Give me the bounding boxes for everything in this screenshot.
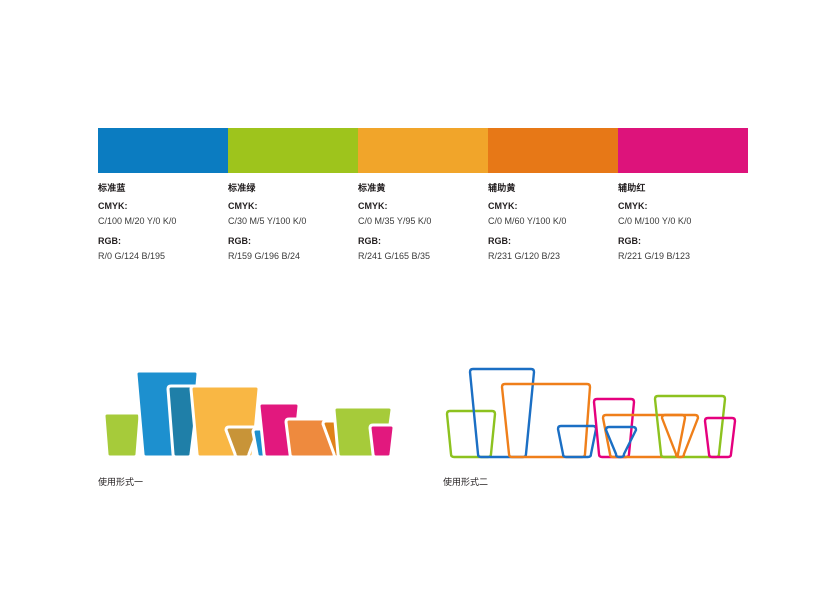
color-chip-auxiliary-yellow	[488, 128, 618, 173]
usage-form-one-caption: 使用形式一	[98, 477, 144, 487]
color-chip-standard-yellow	[358, 128, 488, 173]
rgb-value-3: R/231 G/120 B/23	[488, 251, 561, 261]
cmyk-value-3: C/0 M/60 Y/100 K/0	[488, 216, 567, 226]
cmyk-label-0: CMYK:	[98, 201, 128, 211]
cmyk-value-2: C/0 M/35 Y/95 K/0	[358, 216, 432, 226]
color-chip-auxiliary-red	[618, 128, 748, 173]
color-palette-section: 标准蓝 CMYK: C/100 M/20 Y/0 K/0 RGB: R/0 G/…	[0, 0, 838, 280]
swatch-name-0: 标准蓝	[98, 183, 126, 193]
cmyk-label-1: CMYK:	[228, 201, 258, 211]
outline-cup-blue-tiny	[604, 425, 638, 459]
cmyk-label-3: CMYK:	[488, 201, 518, 211]
outline-cup-pink-small	[703, 416, 737, 459]
rgb-value-2: R/241 G/165 B/35	[358, 251, 431, 261]
cup-pink-2	[368, 423, 393, 459]
cup-green-1	[102, 411, 142, 459]
usage-form-one-block: 使用形式一	[98, 360, 393, 489]
outline-cup-orange-tri	[660, 413, 700, 459]
rgb-value-1: R/159 G/196 B/24	[228, 251, 301, 261]
outline-cup-green-big	[653, 394, 727, 459]
cmyk-value-0: C/100 M/20 Y/0 K/0	[98, 216, 177, 226]
rgb-value-4: R/221 G/19 B/123	[618, 251, 691, 261]
cmyk-value-1: C/30 M/5 Y/100 K/0	[228, 216, 307, 226]
rgb-label-2: RGB:	[358, 236, 381, 246]
rgb-label-1: RGB:	[228, 236, 251, 246]
outline-cup-orange-wide	[601, 413, 687, 459]
usage-form-two-caption: 使用形式二	[443, 477, 489, 487]
outline-cup-blue-small	[556, 424, 598, 459]
swatch-card-3: 辅助黄 CMYK: C/0 M/60 Y/100 K/0 RGB: R/231 …	[488, 128, 618, 264]
outline-cup-orange-big	[500, 382, 592, 459]
cmyk-value-4: C/0 M/100 Y/0 K/0	[618, 216, 692, 226]
rgb-value-0: R/0 G/124 B/195	[98, 251, 166, 261]
swatch-name-4: 辅助红	[618, 183, 646, 193]
color-chip-standard-green	[228, 128, 358, 173]
swatch-card-4: 辅助红 CMYK: C/0 M/100 Y/0 K/0 RGB: R/221 G…	[618, 128, 748, 264]
rgb-label-4: RGB:	[618, 236, 641, 246]
swatch-name-3: 辅助黄	[488, 183, 516, 193]
rgb-label-0: RGB:	[98, 236, 121, 246]
outline-cup-blue-tall	[468, 367, 536, 459]
color-chip-standard-blue	[98, 128, 228, 173]
cmyk-label-2: CMYK:	[358, 201, 388, 211]
swatch-card-2: 标准黄 CMYK: C/0 M/35 Y/95 K/0 RGB: R/241 G…	[358, 128, 488, 264]
usage-form-two-illustration	[445, 367, 737, 459]
usage-forms-section: 使用形式一	[0, 360, 838, 520]
cmyk-label-4: CMYK:	[618, 201, 648, 211]
usage-form-one-illustration	[102, 369, 393, 459]
usage-form-two-block: 使用形式二	[443, 360, 738, 489]
swatch-name-1: 标准绿	[228, 183, 256, 193]
swatch-card-1: 标准绿 CMYK: C/30 M/5 Y/100 K/0 RGB: R/159 …	[228, 128, 358, 264]
rgb-label-3: RGB:	[488, 236, 511, 246]
outline-cup-green-1	[445, 409, 497, 459]
swatch-name-2: 标准黄	[358, 183, 386, 193]
outline-cup-pink-tall	[592, 397, 636, 459]
swatch-card-0: 标准蓝 CMYK: C/100 M/20 Y/0 K/0 RGB: R/0 G/…	[98, 128, 228, 264]
cup-yellow-dark	[224, 425, 260, 459]
